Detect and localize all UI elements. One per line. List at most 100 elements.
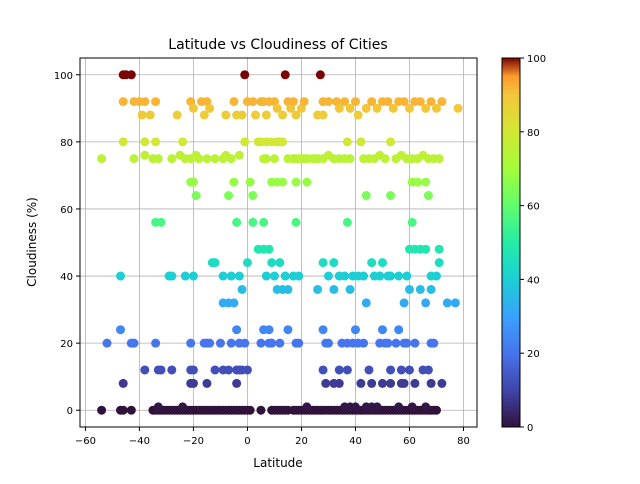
data-point	[261, 154, 271, 164]
data-point	[318, 110, 328, 120]
data-point	[334, 103, 344, 113]
data-point	[364, 365, 374, 375]
data-point	[359, 271, 369, 281]
data-point	[294, 338, 304, 348]
data-point	[237, 110, 247, 120]
data-point	[226, 271, 236, 281]
data-point	[291, 177, 301, 187]
data-point	[240, 137, 250, 147]
x-axis-ticks: −60 −40 −20 0 20 40 60 80	[75, 427, 470, 447]
data-point	[410, 338, 420, 348]
data-point	[399, 378, 409, 388]
data-point	[291, 110, 301, 120]
data-point	[404, 103, 414, 113]
data-point	[353, 110, 363, 120]
data-point	[386, 378, 396, 388]
data-point	[434, 154, 444, 164]
data-point	[413, 177, 423, 187]
data-point	[386, 137, 396, 147]
data-point	[453, 103, 463, 113]
data-point	[431, 405, 441, 415]
data-point	[210, 258, 220, 268]
data-point	[167, 154, 177, 164]
data-point	[178, 137, 188, 147]
data-point	[102, 338, 112, 348]
data-point	[242, 365, 252, 375]
data-point	[167, 271, 177, 281]
data-point	[251, 110, 261, 120]
data-point	[334, 378, 344, 388]
data-point	[234, 150, 244, 160]
data-point	[361, 191, 371, 201]
data-point	[302, 177, 312, 187]
data-point	[188, 271, 198, 281]
data-point	[261, 110, 271, 120]
data-point	[394, 325, 404, 335]
data-point	[280, 70, 290, 80]
data-point	[404, 284, 414, 294]
data-point	[129, 154, 139, 164]
data-point	[345, 284, 355, 294]
data-point	[248, 217, 258, 227]
data-point	[221, 110, 231, 120]
data-point	[167, 365, 177, 375]
data-point	[315, 70, 325, 80]
colorbar-tick-label: 0	[527, 423, 533, 434]
data-point	[229, 298, 239, 308]
data-point	[294, 271, 304, 281]
data-point	[434, 258, 444, 268]
data-point	[345, 103, 355, 113]
data-point	[248, 97, 258, 107]
data-point	[383, 97, 393, 107]
data-point	[264, 244, 274, 254]
data-point	[372, 103, 382, 113]
data-point	[377, 258, 387, 268]
data-point	[118, 405, 128, 415]
data-point	[264, 325, 274, 335]
data-point	[377, 378, 387, 388]
data-point	[442, 298, 452, 308]
x-tick-label: 60	[403, 436, 416, 447]
data-point	[402, 338, 412, 348]
data-point	[367, 258, 377, 268]
data-point	[388, 103, 398, 113]
data-point	[245, 405, 255, 415]
data-point	[116, 271, 126, 281]
colorbar-tick-label: 80	[527, 128, 540, 139]
y-tick-label: 40	[60, 272, 73, 283]
data-point	[153, 402, 163, 412]
x-tick-label: 0	[244, 436, 250, 447]
data-point	[199, 110, 209, 120]
data-point	[224, 191, 234, 201]
data-point	[383, 338, 393, 348]
data-point	[188, 177, 198, 187]
x-tick-label: 40	[349, 436, 362, 447]
data-points	[97, 70, 463, 415]
data-point	[237, 284, 247, 294]
data-point	[278, 137, 288, 147]
data-point	[340, 271, 350, 281]
data-point	[188, 365, 198, 375]
data-point	[178, 402, 188, 412]
data-point	[151, 338, 161, 348]
data-point	[423, 191, 433, 201]
y-tick-label: 0	[67, 406, 73, 417]
data-point	[421, 244, 431, 254]
data-point	[359, 338, 369, 348]
data-point	[97, 154, 107, 164]
data-point	[118, 97, 128, 107]
data-point	[288, 97, 298, 107]
data-point	[215, 338, 225, 348]
data-point	[229, 177, 239, 187]
data-point	[188, 103, 198, 113]
data-point	[186, 338, 196, 348]
data-point	[226, 154, 236, 164]
data-point	[278, 110, 288, 120]
data-point	[299, 97, 309, 107]
data-point	[323, 271, 333, 281]
data-point	[429, 338, 439, 348]
x-tick-label: −40	[129, 436, 150, 447]
data-point	[156, 365, 166, 375]
data-point	[156, 217, 166, 227]
y-axis-label: Cloudiness (%)	[25, 197, 39, 287]
